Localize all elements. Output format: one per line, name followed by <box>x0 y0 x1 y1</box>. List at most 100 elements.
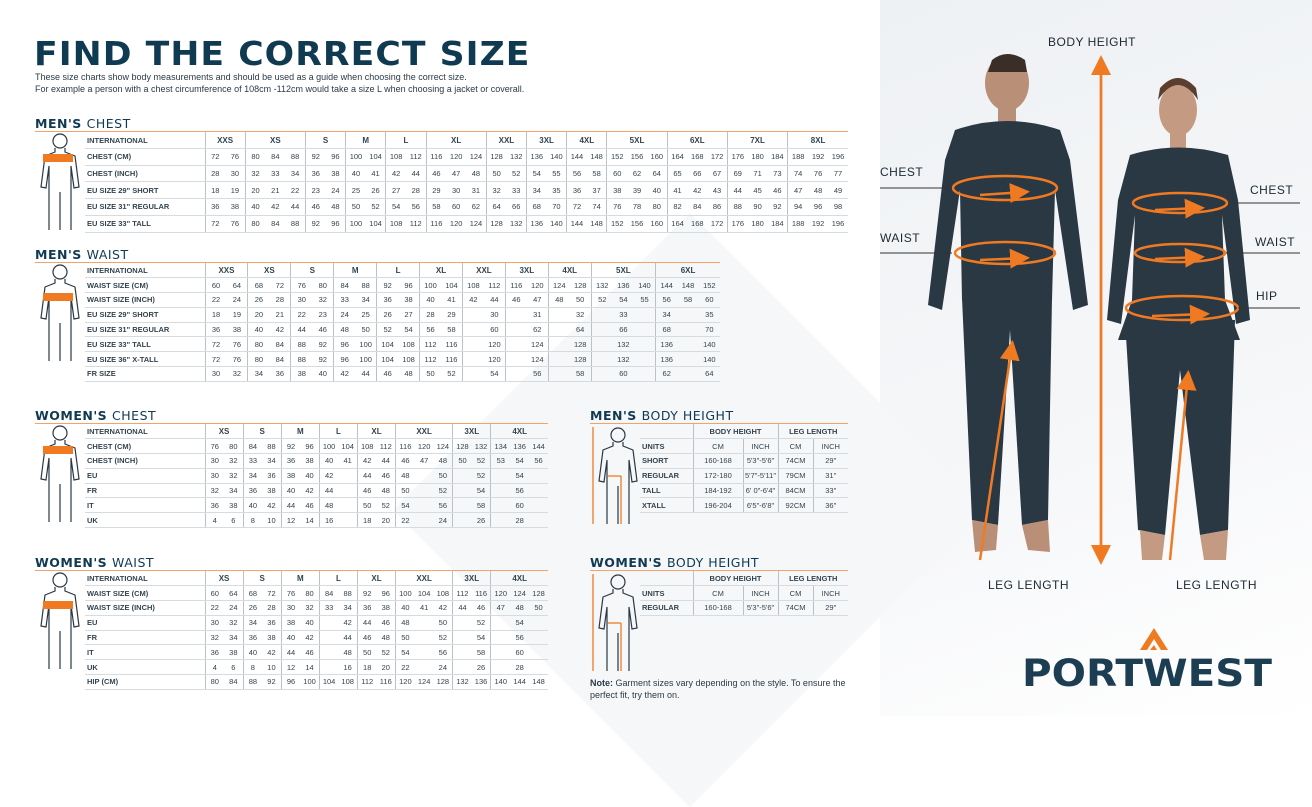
cell-values: 30 <box>463 310 505 319</box>
cell-values: 52 54 <box>377 325 419 334</box>
size-table: INTERNATIONAL XXS XS S M L XL XXL 3XL 4XL 5XL 6XL 7X… <box>35 132 848 233</box>
cell-values: 40 42 <box>282 486 319 495</box>
cell-value: 172 <box>710 152 724 162</box>
section-title: MEN'S CHEST <box>35 117 848 131</box>
cell-values: 40 41 42 <box>396 603 452 612</box>
cell-value: 32 <box>305 603 314 613</box>
size-cell-group: 47 48 49 <box>787 181 848 200</box>
size-cell-group: 176 180 184 <box>726 148 788 166</box>
cell-value: 28 <box>515 662 524 672</box>
cell-values: 40 41 <box>320 456 357 465</box>
size-cell-group: 116 120 124 <box>425 215 487 233</box>
cell-value: 46 <box>363 486 372 496</box>
size-cell-group: 66 <box>590 322 656 338</box>
size-cell-group: 132 136 140 <box>590 277 656 294</box>
table-row: UK 4 6 8 10 12 14 16 18 20 22 24 26 28 <box>35 512 548 529</box>
mens-body-height-table: MEN'S BODY HEIGHT BODY HEIGHT LEG LENGTH UN… <box>590 409 849 524</box>
size-cell-group: 76 80 <box>280 585 320 602</box>
cell-value: 34 <box>361 295 370 305</box>
cell-value: 74 <box>794 169 803 179</box>
cell-value: 33 <box>271 169 280 179</box>
cell-value: 84 <box>324 588 334 598</box>
male-body-icon <box>598 427 638 524</box>
cell-values: 68 72 <box>248 281 290 290</box>
cell-value: 148 <box>590 219 603 229</box>
table-row: WAIST SIZE (CM) 60 64 68 72 76 80 84 88 92 96 100 10… <box>35 277 720 294</box>
size-cell-group: 20 21 22 <box>244 181 306 200</box>
row-label: EU SIZE 31" REGULAR <box>85 198 205 216</box>
cell-value: 92 <box>383 280 392 290</box>
size-cell-group: 112 116 <box>356 674 396 690</box>
cell-value: 108 <box>360 441 374 451</box>
cell-value: 72 <box>211 152 220 162</box>
cell-value: 39 <box>632 185 642 195</box>
cell-value: 25 <box>351 185 361 195</box>
cell-value: 70 <box>705 325 714 335</box>
measure-band <box>43 293 73 301</box>
cell-values: 24 25 <box>334 310 376 319</box>
cell-value: 27 <box>391 185 401 195</box>
cell-value: 6 <box>231 662 236 672</box>
cell-value: 20 <box>254 310 264 320</box>
cell-values: 88 90 92 <box>728 202 787 211</box>
row-label: EU SIZE 33" TALL <box>85 215 205 233</box>
cell-value: 132 <box>617 354 630 364</box>
size-header-5xl: 5XL <box>606 132 668 150</box>
cell-value: 22 <box>210 603 219 613</box>
cell-value: 40 <box>248 500 258 510</box>
size-cell-group: 64 66 <box>485 198 527 216</box>
cell-values: 30 32 <box>206 456 243 465</box>
cell-values: 44 <box>320 486 357 495</box>
cell-value: 25 <box>361 310 370 320</box>
cell-value: 76 <box>210 441 219 451</box>
cell-value: 56 <box>572 169 582 179</box>
cell-value: 50 <box>401 486 410 496</box>
cell-value: 33 <box>248 456 258 466</box>
cell-value: 36" <box>812 497 849 514</box>
cell-value: 58 <box>576 369 585 379</box>
cell-value: 50 <box>534 603 543 613</box>
cell-values: 54 56 <box>396 648 452 657</box>
cell-value: 100 <box>349 152 363 162</box>
cell-value: 32 <box>232 369 242 379</box>
cell-values: 30 32 <box>282 603 319 612</box>
row-label: IT <box>85 644 205 661</box>
cell-value: 124 <box>531 339 544 349</box>
table-row: FR 32 34 36 38 40 42 44 46 48 50 52 54 56 <box>35 630 548 646</box>
cell-value: 10 <box>267 662 276 672</box>
cell-value: 34 <box>254 369 264 379</box>
cell-value: 112 <box>456 588 469 598</box>
row-label: XTALL <box>640 497 693 514</box>
size-cell-group: 36 38 <box>304 165 346 183</box>
table-row: XTALL 196-204 6'5"-6'8" 92CM 36" <box>590 497 849 514</box>
size-cell-group: 68 72 <box>242 585 282 602</box>
cell-value: 33 <box>324 603 334 613</box>
size-header-8xl: 8XL <box>787 132 848 150</box>
cell-values: 42 <box>320 471 357 480</box>
cell-value: 46 <box>476 603 486 613</box>
size-cell-group: 46 48 <box>304 198 346 216</box>
cell-value: 33 <box>619 310 628 320</box>
size-cell-group: 60 64 <box>204 277 248 294</box>
cell-value: 76 <box>286 588 296 598</box>
cell-values: 30 32 <box>206 369 248 378</box>
cell-value: 20 <box>251 185 260 195</box>
unit-header: CM <box>777 585 814 602</box>
row-label: WAIST SIZE (INCH) <box>85 600 205 616</box>
cell-values: 22 23 <box>291 310 333 319</box>
cell-value: 34 <box>248 471 258 481</box>
size-cell-group: 52 <box>452 468 491 484</box>
cell-values: 54 55 <box>527 169 566 178</box>
cell-value: 24 <box>232 295 242 305</box>
size-cell-group: 84 88 <box>333 277 377 294</box>
cell-values: 41 42 43 <box>668 186 727 195</box>
cell-value: 42 <box>469 295 478 305</box>
cell-value: 54 <box>490 369 499 379</box>
cell-value: 30 <box>210 471 219 481</box>
size-header-3xl: 3XL <box>452 424 491 440</box>
cell-value: 42 <box>305 633 314 643</box>
cell-value: 96 <box>381 588 390 598</box>
intro-text: For example a person with a chest circum… <box>35 84 525 94</box>
